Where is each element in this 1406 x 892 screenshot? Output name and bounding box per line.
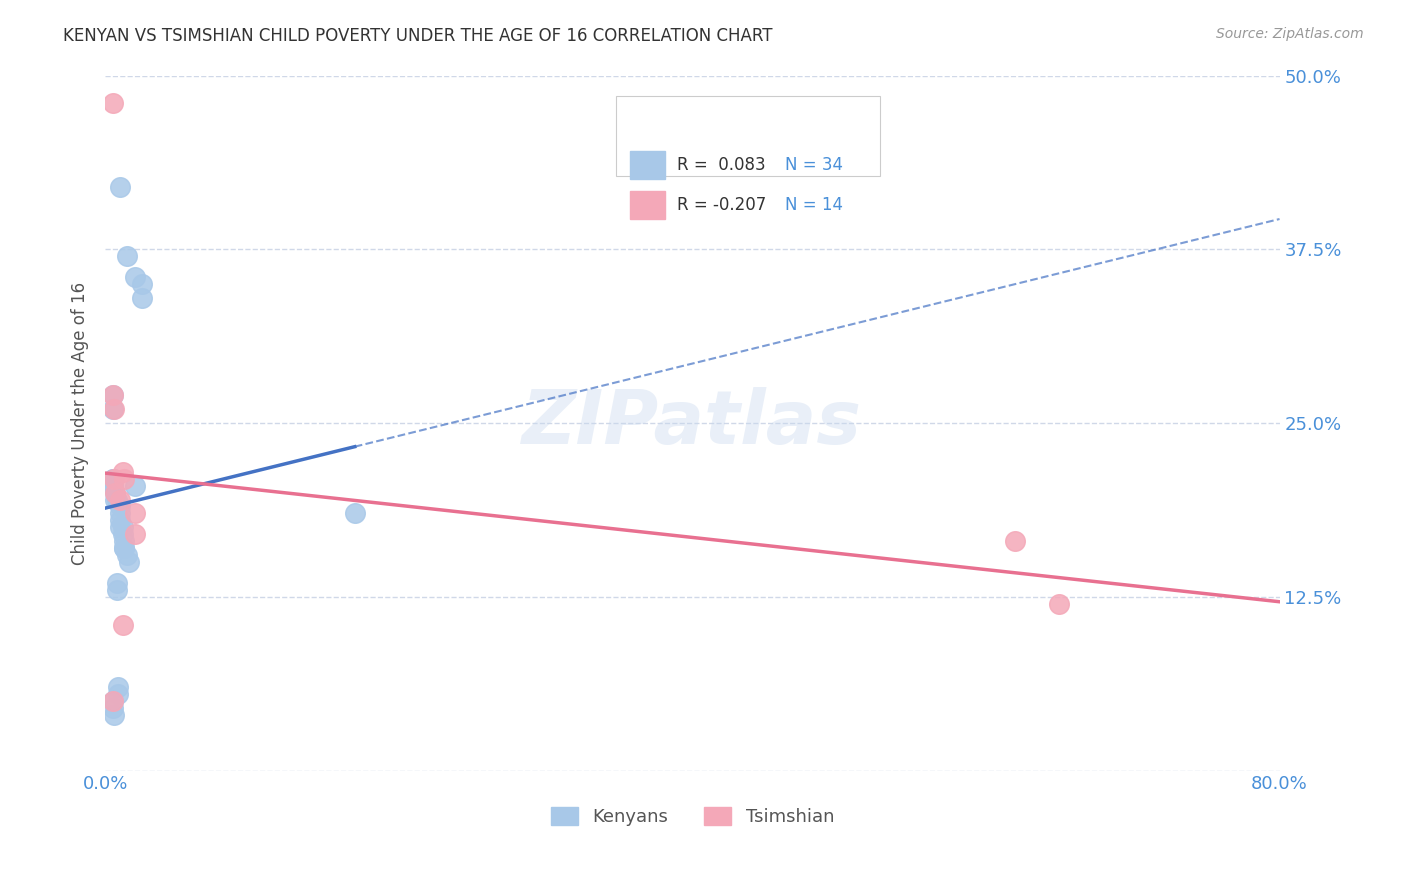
Text: R = -0.207: R = -0.207	[678, 196, 766, 214]
Point	[101, 694, 124, 708]
Point	[131, 277, 153, 291]
Point	[108, 520, 131, 534]
Text: KENYAN VS TSIMSHIAN CHILD POVERTY UNDER THE AGE OF 16 CORRELATION CHART: KENYAN VS TSIMSHIAN CHILD POVERTY UNDER …	[63, 27, 773, 45]
Point	[101, 388, 124, 402]
Point	[115, 249, 138, 263]
Point	[107, 680, 129, 694]
Point	[101, 472, 124, 486]
Point	[104, 485, 127, 500]
Point	[108, 500, 131, 514]
Point	[104, 492, 127, 507]
FancyBboxPatch shape	[630, 152, 665, 179]
Point	[101, 96, 124, 111]
Point	[1004, 534, 1026, 549]
Point	[101, 694, 124, 708]
Point	[108, 492, 131, 507]
Point	[111, 527, 134, 541]
Point	[124, 507, 146, 521]
Point	[115, 548, 138, 562]
Point	[105, 492, 128, 507]
Text: N = 34: N = 34	[785, 156, 844, 174]
Point	[103, 472, 125, 486]
Point	[111, 520, 134, 534]
Point	[103, 402, 125, 417]
Point	[124, 527, 146, 541]
Legend: Kenyans, Tsimshian: Kenyans, Tsimshian	[543, 799, 841, 833]
Point	[101, 388, 124, 402]
Point	[105, 575, 128, 590]
Point	[101, 472, 124, 486]
Point	[101, 402, 124, 417]
Point	[101, 478, 124, 492]
Point	[111, 617, 134, 632]
Point	[104, 485, 127, 500]
Point	[118, 555, 141, 569]
Y-axis label: Child Poverty Under the Age of 16: Child Poverty Under the Age of 16	[72, 282, 89, 565]
Text: R =  0.083: R = 0.083	[678, 156, 766, 174]
Point	[108, 513, 131, 527]
Point	[131, 291, 153, 305]
Point	[107, 687, 129, 701]
Point	[124, 270, 146, 285]
FancyBboxPatch shape	[616, 96, 880, 177]
Point	[103, 708, 125, 723]
Point	[111, 465, 134, 479]
Point	[112, 541, 135, 556]
Text: ZIPatlas: ZIPatlas	[523, 386, 862, 459]
Point	[108, 179, 131, 194]
Text: N = 14: N = 14	[785, 196, 844, 214]
Point	[1047, 597, 1070, 611]
Point	[101, 478, 124, 492]
Point	[112, 534, 135, 549]
Point	[112, 472, 135, 486]
Point	[108, 507, 131, 521]
FancyBboxPatch shape	[630, 191, 665, 219]
Point	[343, 507, 366, 521]
Point	[101, 701, 124, 715]
Text: Source: ZipAtlas.com: Source: ZipAtlas.com	[1216, 27, 1364, 41]
Point	[124, 478, 146, 492]
Point	[112, 541, 135, 556]
Point	[105, 582, 128, 597]
